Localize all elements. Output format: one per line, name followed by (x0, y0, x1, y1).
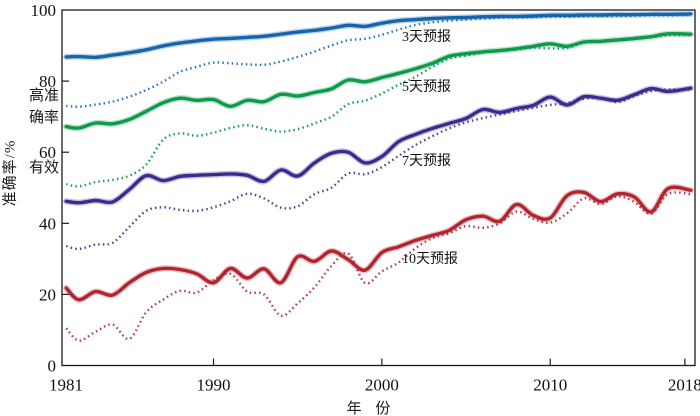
series-label-2: 7天预报 (402, 154, 451, 169)
x-tick-label: 1990 (197, 376, 231, 395)
y-tick-label: 100 (31, 1, 57, 20)
x-tick-label: 2018 (668, 376, 700, 395)
y-tick-label: 60 (39, 143, 56, 162)
series-day3-dotted-line (66, 13, 691, 108)
x-tick-label: 1981 (49, 376, 83, 395)
plot-frame (61, 9, 696, 367)
threshold-label-high-accuracy: 高准确率 (28, 88, 59, 126)
series-day5-solid-line (64, 31, 693, 130)
series-day10-dotted-line (65, 191, 691, 342)
series-day3-solid-line (64, 12, 693, 60)
x-axis-title: 年 份 (346, 401, 396, 416)
series-day7-solid-line (64, 86, 693, 205)
series-day10-solid-line (64, 185, 693, 302)
series-label-3: 10天预报 (402, 252, 458, 267)
x-tick-label: 2000 (365, 376, 399, 395)
y-tick-label: 0 (48, 357, 57, 376)
series-label-0: 3天预报 (402, 30, 451, 45)
y-axis-title: 准确率/% (2, 139, 19, 207)
series-day7-dotted-line (65, 88, 691, 251)
series-day10-solid-halo (63, 184, 694, 303)
threshold-label-valid: 有效 (28, 160, 59, 176)
series-day5-dotted-line (65, 33, 691, 188)
x-tick-label: 2010 (533, 376, 567, 395)
y-tick-label: 80 (39, 72, 56, 91)
y-tick-label: 40 (39, 214, 56, 233)
y-tick-label: 20 (39, 285, 56, 304)
series-label-1: 5天预报 (402, 80, 451, 95)
